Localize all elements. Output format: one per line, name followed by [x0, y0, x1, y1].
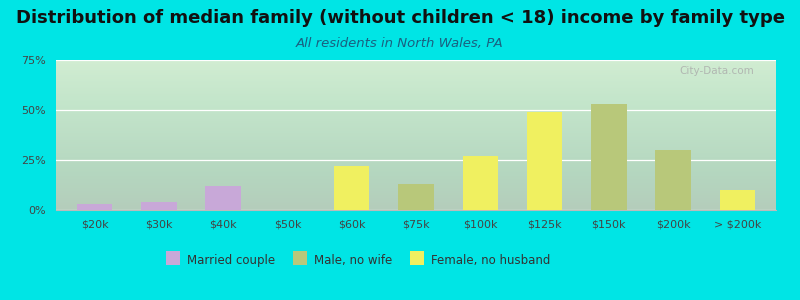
Bar — [591, 166, 626, 210]
Bar — [398, 204, 434, 210]
Bar — [334, 166, 370, 210]
Bar — [462, 192, 498, 210]
Bar — [334, 202, 370, 210]
Bar — [206, 186, 241, 210]
Bar — [527, 112, 562, 210]
Bar — [591, 104, 626, 210]
Text: City-Data.com: City-Data.com — [680, 66, 754, 76]
Text: All residents in North Wales, PA: All residents in North Wales, PA — [296, 38, 504, 50]
Bar — [77, 204, 112, 210]
Bar — [141, 202, 177, 210]
Legend: Married couple, Male, no wife, Female, no husband: Married couple, Male, no wife, Female, n… — [166, 254, 551, 267]
Text: Distribution of median family (without children < 18) income by family type: Distribution of median family (without c… — [15, 9, 785, 27]
Bar — [655, 150, 691, 210]
Bar — [655, 168, 691, 210]
Bar — [398, 184, 434, 210]
Bar — [720, 190, 755, 210]
Bar — [527, 174, 562, 210]
Bar — [462, 156, 498, 210]
